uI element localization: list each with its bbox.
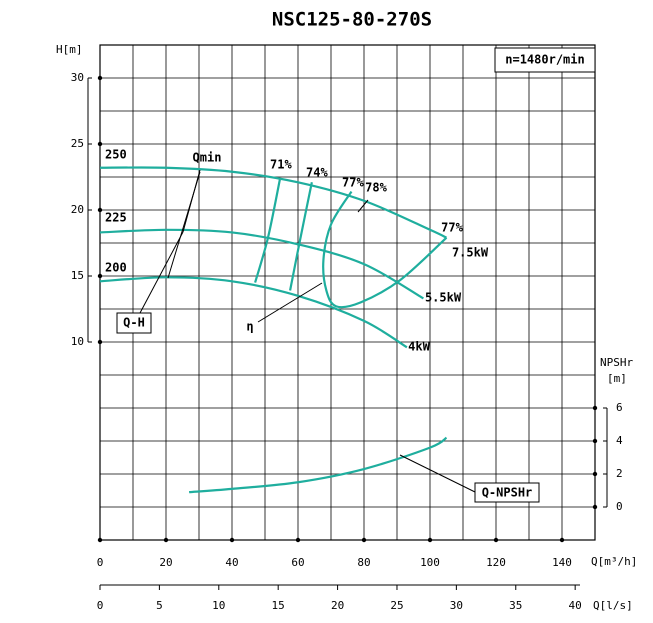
annotation: 77% — [441, 221, 463, 235]
series-label: 74% — [306, 166, 328, 180]
x-tick-label: 40 — [225, 556, 238, 569]
y2-tick-dot — [592, 405, 598, 411]
leader-line — [257, 282, 323, 323]
y-tick-label: 10 — [71, 335, 84, 348]
x-tick-label: 0 — [97, 556, 104, 569]
x2-tick-label: 5 — [156, 599, 163, 612]
x-tick-label: 20 — [159, 556, 172, 569]
x-tick-dot — [559, 537, 565, 543]
x2-tick-label: 35 — [509, 599, 522, 612]
x-tick-label: 60 — [291, 556, 304, 569]
y2-tick-label: 0 — [616, 500, 623, 513]
curve — [189, 436, 448, 494]
y2-tick-dot — [592, 471, 598, 477]
y-tick-label: 30 — [71, 71, 84, 84]
x2-tick-label: 20 — [331, 599, 344, 612]
series-label: 225 — [105, 211, 127, 225]
plot-frame — [99, 44, 596, 541]
series-label: 77% — [342, 176, 364, 190]
y-tick-dot — [97, 75, 103, 81]
label-box — [116, 312, 152, 334]
x-axis-label: Q[m³/h] — [591, 555, 637, 568]
series-label: 71% — [270, 158, 292, 172]
annotation: 4kW — [408, 340, 430, 354]
y-tick-dot — [97, 207, 103, 213]
x-tick-label: 120 — [486, 556, 506, 569]
curve — [99, 276, 408, 349]
y2-axis-label: NPSHr — [600, 356, 633, 369]
y2-axis-label: [m] — [607, 372, 627, 385]
curve — [322, 190, 448, 309]
annotation: n=1480r/min — [505, 53, 584, 67]
x-tick-dot — [493, 537, 499, 543]
label-box — [474, 482, 540, 503]
leader-line — [167, 171, 201, 279]
label-box — [494, 47, 596, 73]
x2-tick-label: 30 — [450, 599, 463, 612]
y-tick-label: 20 — [71, 203, 84, 216]
x2-tick-label: 40 — [569, 599, 582, 612]
curve — [99, 166, 447, 239]
leader-line — [399, 454, 476, 493]
y2-tick-dot — [592, 504, 598, 510]
y2-tick-label: 2 — [616, 467, 623, 480]
x-tick-dot — [97, 537, 103, 543]
x2-tick-label: 25 — [390, 599, 403, 612]
annotation: Qmin — [193, 151, 222, 165]
series-label: 250 — [105, 148, 127, 162]
leader-line — [357, 199, 369, 213]
annotation: η — [246, 320, 253, 334]
chart-title: NSC125-80-270S — [272, 9, 432, 31]
x-tick-label: 140 — [552, 556, 572, 569]
y-tick-dot — [97, 339, 103, 345]
y-tick-label: 25 — [71, 137, 84, 150]
series-label: 200 — [105, 261, 127, 275]
annotation: 78% — [365, 181, 387, 195]
x-tick-dot — [427, 537, 433, 543]
curve — [99, 228, 424, 300]
y2-tick-label: 4 — [616, 434, 623, 447]
x-tick-dot — [229, 537, 235, 543]
annotation: Q-H — [123, 316, 145, 330]
x-tick-dot — [163, 537, 169, 543]
annotation: 7.5kW — [452, 246, 489, 260]
y-tick-dot — [97, 273, 103, 279]
y-tick-label: 15 — [71, 269, 84, 282]
x-tick-dot — [295, 537, 301, 543]
x-tick-dot — [361, 537, 367, 543]
y2-tick-label: 6 — [616, 401, 623, 414]
x-tick-label: 100 — [420, 556, 440, 569]
y2-tick-dot — [592, 438, 598, 444]
x2-tick-label: 10 — [212, 599, 225, 612]
annotation: 5.5kW — [425, 291, 462, 305]
series-label: Q-NPSHr — [482, 486, 533, 500]
curve — [289, 182, 313, 291]
x2-axis-label: Q[l/s] — [593, 599, 633, 612]
x-tick-label: 80 — [357, 556, 370, 569]
y-tick-dot — [97, 141, 103, 147]
x2-tick-label: 15 — [272, 599, 285, 612]
y-axis-label: H[m] — [56, 43, 83, 56]
x2-tick-label: 0 — [97, 599, 104, 612]
curve — [254, 179, 281, 283]
leader-line — [139, 231, 184, 314]
